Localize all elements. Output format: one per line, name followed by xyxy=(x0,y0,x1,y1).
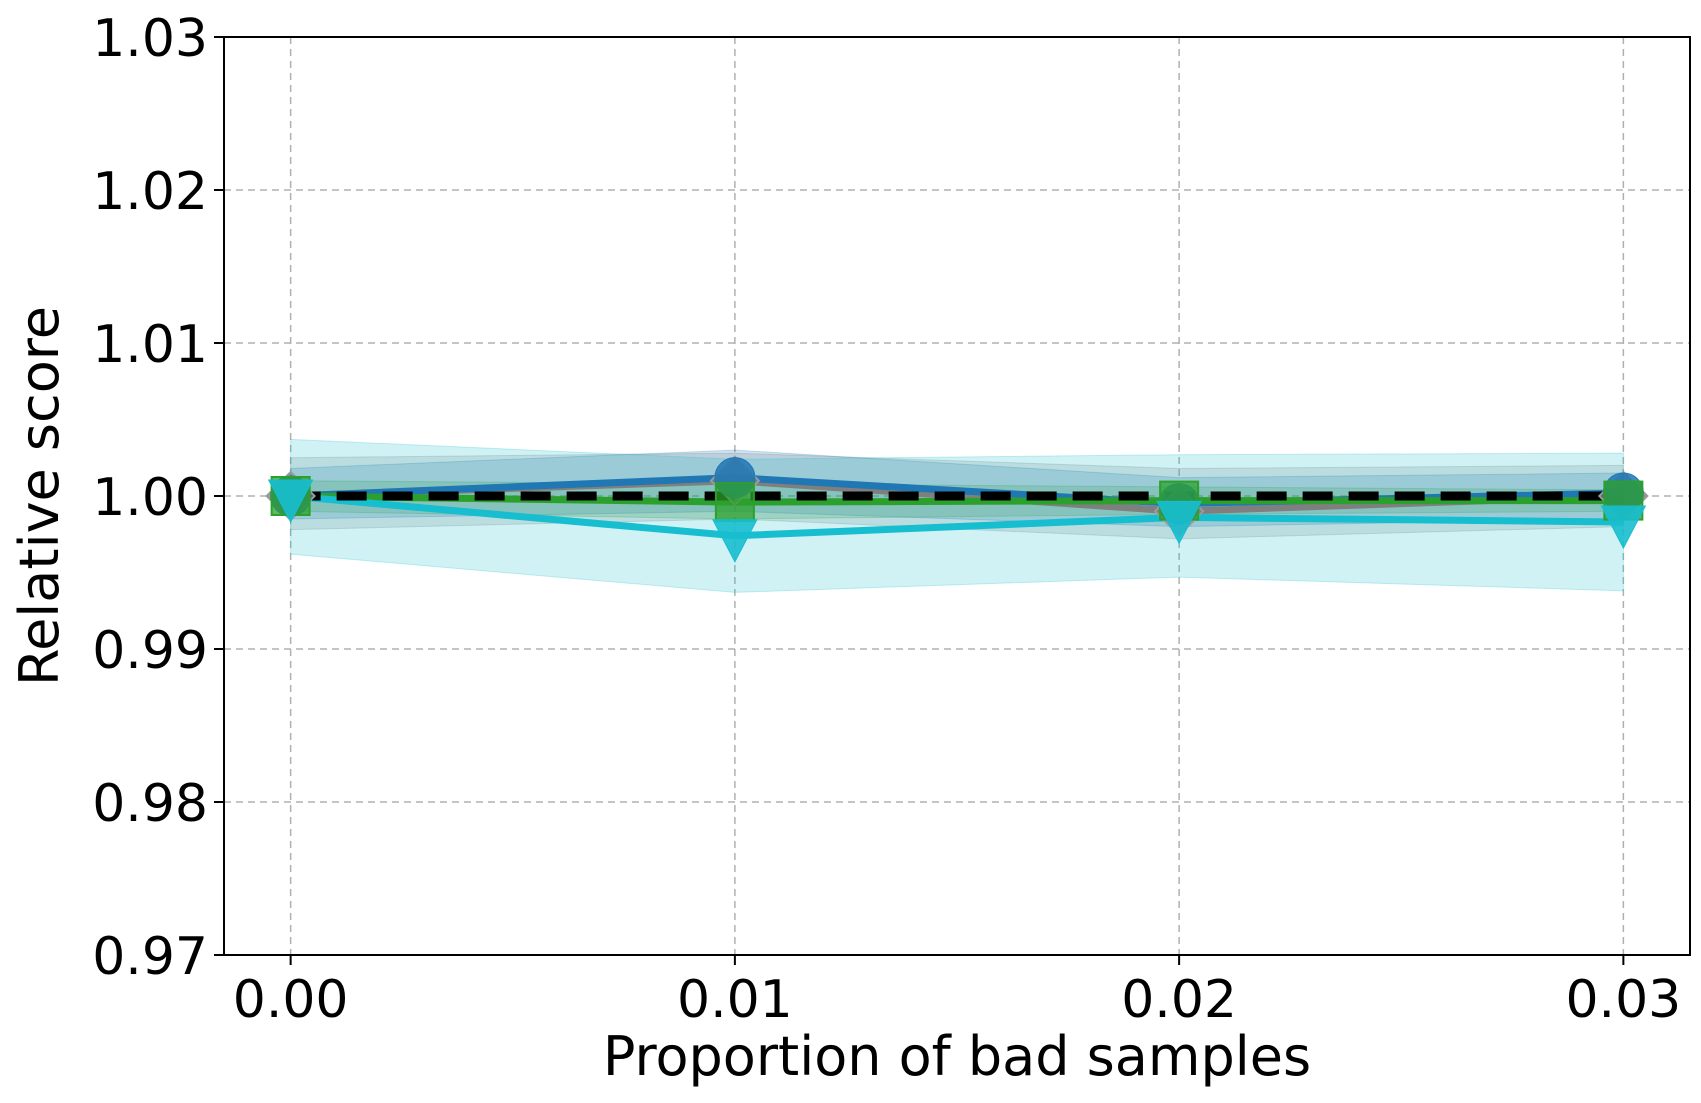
y-tick-label-0: 0.97 xyxy=(92,927,208,987)
marker-series-3-point-3 xyxy=(1600,505,1647,550)
x-tick-label-1: 0.01 xyxy=(677,970,793,1030)
y-tick-label-5: 1.02 xyxy=(92,162,208,222)
x-tick-label-2: 0.02 xyxy=(1121,970,1237,1030)
y-tick-label-4: 1.01 xyxy=(92,315,208,375)
marker-series-2-point-1 xyxy=(714,482,755,523)
marker-series-3-point-1 xyxy=(712,519,758,563)
band-series-3 xyxy=(290,438,1624,593)
x-tick-label-3: 0.03 xyxy=(1565,970,1681,1030)
line-series-2 xyxy=(290,492,1624,506)
y-tick-label-3: 1.00 xyxy=(92,468,208,528)
line-series-3 xyxy=(290,492,1624,540)
marker-series-3-point-0 xyxy=(267,479,314,524)
y-axis-ticks: 0.97 0.98 0.99 1.00 1.01 1.02 1.03 xyxy=(92,9,224,987)
x-axis-title: Proportion of bad samples xyxy=(603,1025,1311,1088)
x-axis-ticks: 0.00 0.01 0.02 0.03 xyxy=(233,955,1681,1030)
y-axis-title: Relative score xyxy=(8,306,71,686)
series-markers xyxy=(265,455,1649,563)
marker-series-3-point-2 xyxy=(1156,500,1202,545)
y-tick-label-2: 0.99 xyxy=(92,621,208,681)
y-tick-label-1: 0.98 xyxy=(92,774,208,834)
x-tick-label-0: 0.00 xyxy=(233,970,349,1030)
y-tick-label-6: 1.03 xyxy=(92,9,208,69)
series-lines xyxy=(290,474,1624,540)
